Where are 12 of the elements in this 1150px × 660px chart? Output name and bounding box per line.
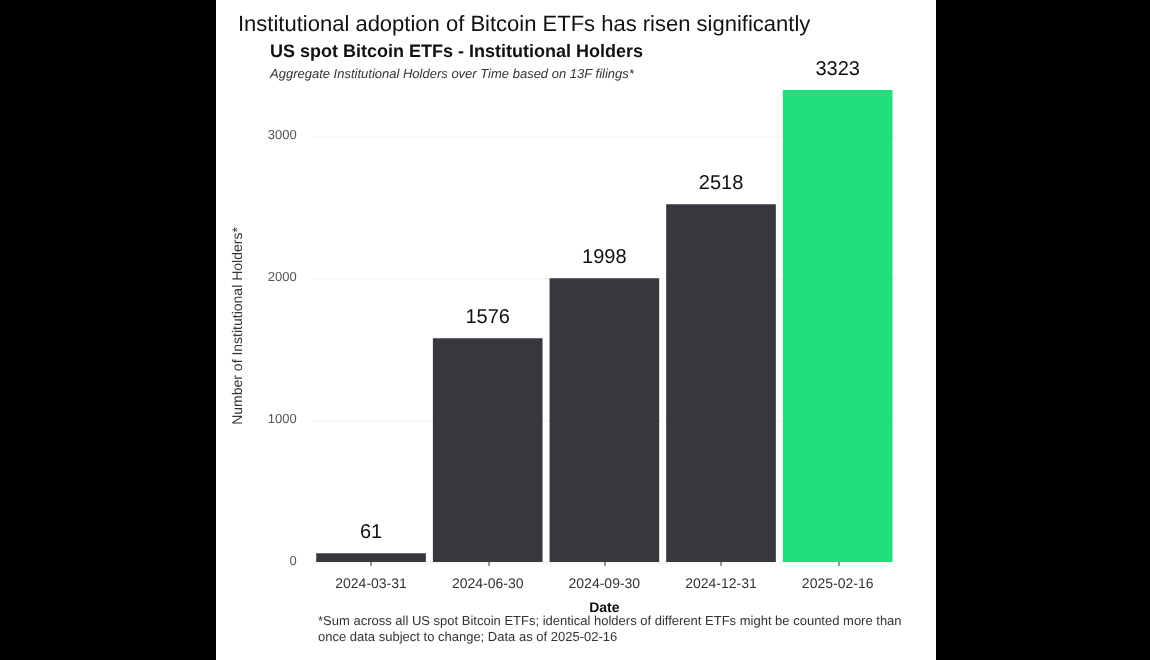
data-label: 3323 — [815, 59, 861, 81]
bar — [782, 90, 893, 562]
chart-title: Institutional adoption of Bitcoin ETFs has risen significantly — [238, 13, 812, 37]
data-label: 1576 — [465, 307, 511, 330]
bar — [666, 204, 776, 562]
bar — [316, 553, 426, 562]
data-label: 1998 — [582, 247, 628, 270]
bar — [432, 338, 543, 562]
chart-subtitle: US spot Bitcoin ETFs - Institutional Holders — [270, 41, 644, 61]
data-label: 2518 — [698, 173, 745, 196]
bar — [549, 278, 660, 562]
data-label: 61 — [359, 522, 384, 545]
